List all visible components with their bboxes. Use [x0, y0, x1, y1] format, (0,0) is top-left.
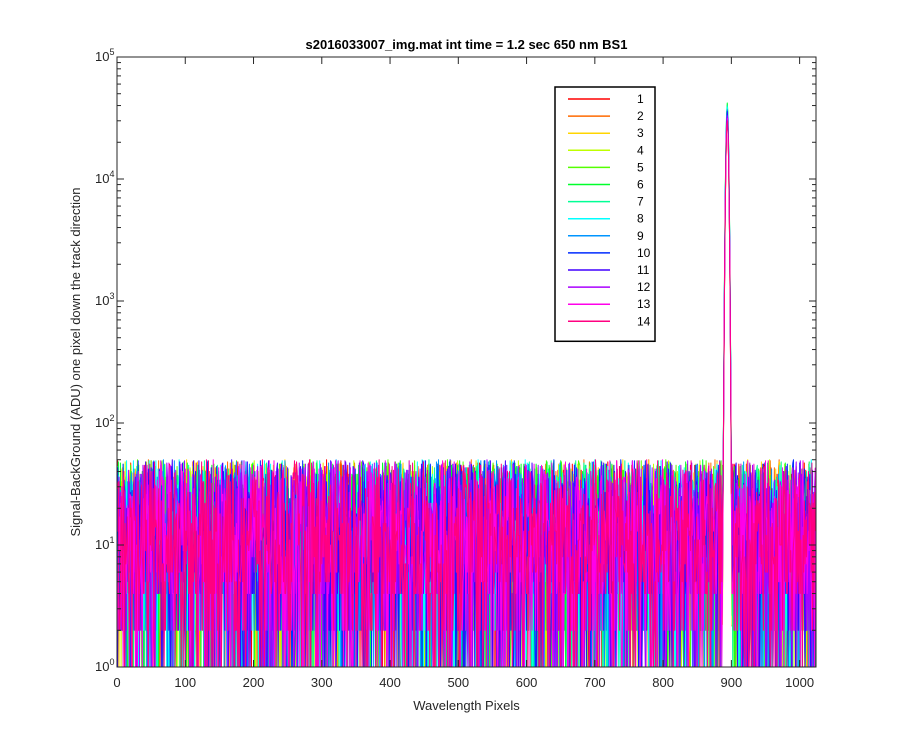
legend-label-2: 2	[637, 109, 644, 123]
legend-box	[554, 86, 656, 343]
legend-label-14: 14	[637, 314, 651, 328]
axes-box	[116, 56, 817, 668]
legend-label-10: 10	[637, 246, 651, 260]
x-tick-label: 900	[721, 675, 743, 690]
x-tick-label: 0	[113, 675, 120, 690]
x-tick-label: 200	[243, 675, 265, 690]
legend-label-3: 3	[637, 126, 644, 140]
y-tick-label: 103	[95, 291, 114, 308]
x-tick-label: 400	[379, 675, 401, 690]
chart-title: s2016033007_img.mat int time = 1.2 sec 6…	[306, 37, 628, 52]
legend-label-4: 4	[637, 143, 644, 157]
legend-label-9: 9	[637, 229, 644, 243]
series-lines	[116, 102, 816, 668]
legend-label-11: 11	[637, 263, 650, 277]
y-tick-label: 105	[95, 47, 114, 64]
x-tick-label: 300	[311, 675, 333, 690]
x-tick-label: 500	[447, 675, 469, 690]
series-line-14	[116, 120, 816, 668]
x-tick-label: 600	[516, 675, 538, 690]
x-tick-label: 1000	[785, 675, 814, 690]
x-axis-label: Wavelength Pixels	[413, 698, 520, 713]
axes	[116, 56, 817, 668]
legend-label-6: 6	[637, 178, 644, 192]
y-axis-label: Signal-BackGround (ADU) one pixel down t…	[68, 187, 83, 536]
y-tick-label: 100	[95, 657, 114, 674]
y-tick-label: 102	[95, 413, 114, 430]
legend-label-5: 5	[637, 160, 644, 174]
legend-label-1: 1	[637, 92, 644, 106]
legend-label-13: 13	[637, 297, 651, 311]
legend-label-7: 7	[637, 195, 644, 209]
legend-label-12: 12	[637, 280, 651, 294]
y-tick-label: 101	[95, 535, 114, 552]
x-tick-label: 800	[652, 675, 674, 690]
x-tick-label: 700	[584, 675, 606, 690]
x-tick-label: 100	[174, 675, 196, 690]
tick-labels: 0 100 200 300 400 500 600 700 800 900 100010010110…	[95, 47, 814, 690]
legend-label-8: 8	[637, 212, 644, 226]
y-tick-label: 104	[95, 169, 114, 186]
